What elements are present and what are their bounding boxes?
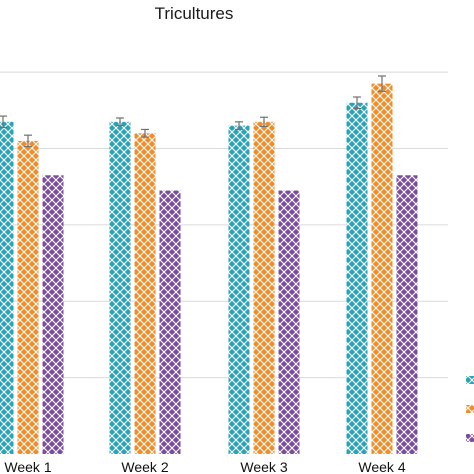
bar-series-2-week-4 [371, 83, 393, 455]
error-bar [353, 96, 361, 110]
x-tick-label: Week 1 [4, 459, 51, 474]
legend-swatch-series-1 [466, 376, 474, 384]
error-bar [141, 128, 149, 138]
bar-series-1-week-2 [109, 121, 131, 455]
bar-series-2-week-1 [17, 140, 39, 454]
error-bar [0, 115, 7, 129]
error-bar [378, 75, 386, 92]
bar-series-1-week-4 [346, 102, 368, 455]
chart-title: Tricultures [155, 4, 234, 23]
bar-series-1-week-3 [228, 125, 250, 455]
bar-series-2-week-2 [134, 133, 156, 455]
legend-swatch-series-3 [466, 434, 474, 442]
legend [466, 376, 474, 442]
error-bar [235, 121, 243, 131]
error-bar [260, 116, 268, 128]
x-tick-label: Week 3 [240, 459, 287, 474]
bars [0, 83, 418, 455]
bar-series-3-week-3 [278, 190, 300, 454]
x-tick-label: Week 2 [121, 459, 168, 474]
error-bars [0, 75, 386, 148]
error-bar [24, 134, 32, 148]
legend-swatch-series-2 [466, 405, 474, 413]
x-axis-tick-labels: Week 1 Week 2 Week 3 Week 4 [4, 459, 405, 474]
bar-series-3-week-2 [159, 190, 181, 454]
error-bar [116, 117, 124, 127]
bar-series-3-week-1 [42, 175, 64, 455]
bar-series-1-week-1 [0, 121, 14, 455]
bar-series-2-week-3 [253, 121, 275, 455]
x-tick-label: Week 4 [358, 459, 405, 474]
bar-series-3-week-4 [396, 175, 418, 455]
